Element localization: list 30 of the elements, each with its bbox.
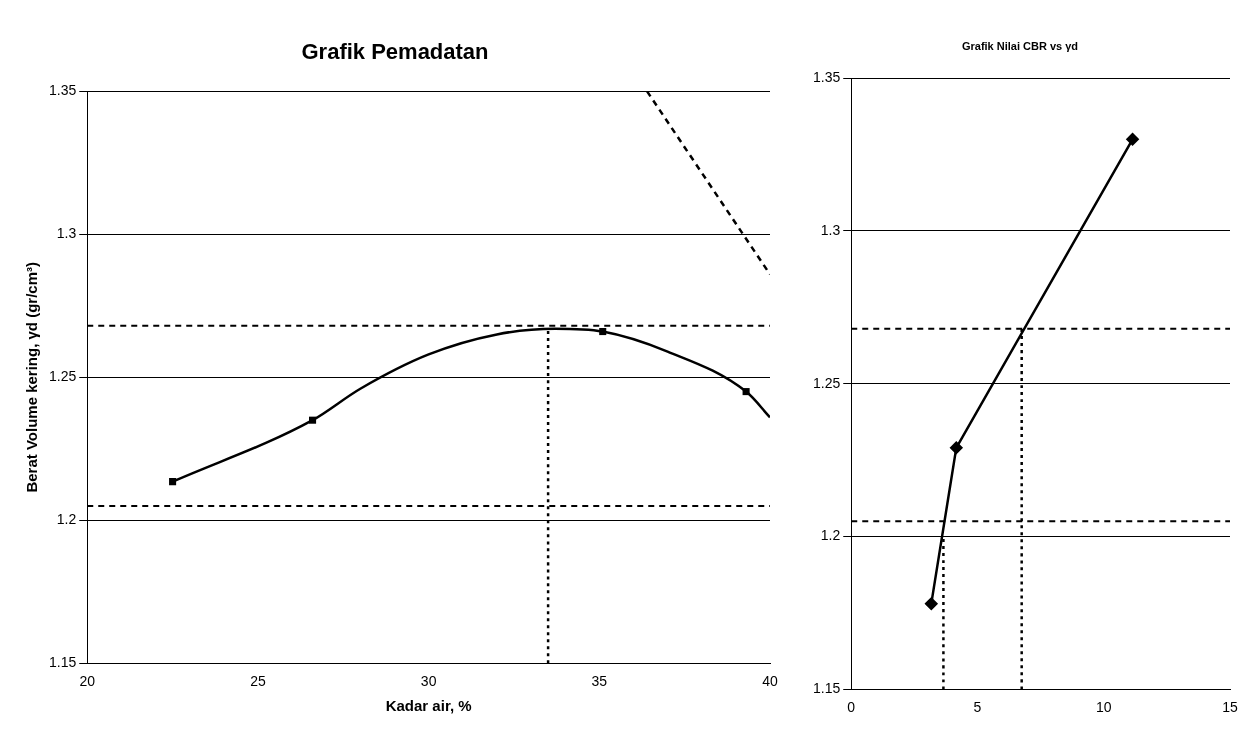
y-axis-title: Berat Volume kering, γd (gr/cm³): [23, 262, 41, 493]
point: [309, 416, 317, 424]
chart-title: Grafik Nilai CBR vs γd: [961, 39, 1079, 52]
y-tick-label: 1.3: [820, 221, 841, 238]
y-tick-label: 1.25: [49, 368, 77, 385]
y-tick-label: 1.2: [820, 527, 841, 544]
point: [925, 597, 938, 610]
y-tick-label: 1.35: [813, 69, 841, 86]
y-tick-label: 1.25: [813, 374, 841, 391]
point: [742, 388, 750, 396]
x-tick-label: 25: [250, 673, 266, 690]
x-tick-label: 20: [79, 673, 96, 690]
y-tick-label: 1.3: [56, 225, 77, 242]
x-tick-label: 0: [847, 699, 856, 716]
y-tick-label: 1.2: [56, 511, 77, 528]
point: [599, 328, 607, 336]
x-tick-label: 5: [973, 699, 982, 716]
point: [1126, 133, 1139, 146]
point: [950, 441, 963, 455]
x-tick-label: 10: [1095, 699, 1112, 716]
chart-title: Grafik Pemadatan: [301, 39, 489, 65]
y-tick-label: 1.15: [813, 680, 841, 697]
y-tick-label: 1.15: [49, 654, 77, 671]
x-axis-title: Kadar air, %: [385, 697, 472, 715]
x-tick-label: 15: [1222, 699, 1238, 716]
point: [169, 478, 177, 486]
y-tick-label: 1.35: [49, 82, 77, 99]
x-tick-label: 35: [591, 673, 608, 690]
x-tick-label: 30: [420, 673, 437, 690]
x-tick-label: 40: [762, 673, 778, 690]
